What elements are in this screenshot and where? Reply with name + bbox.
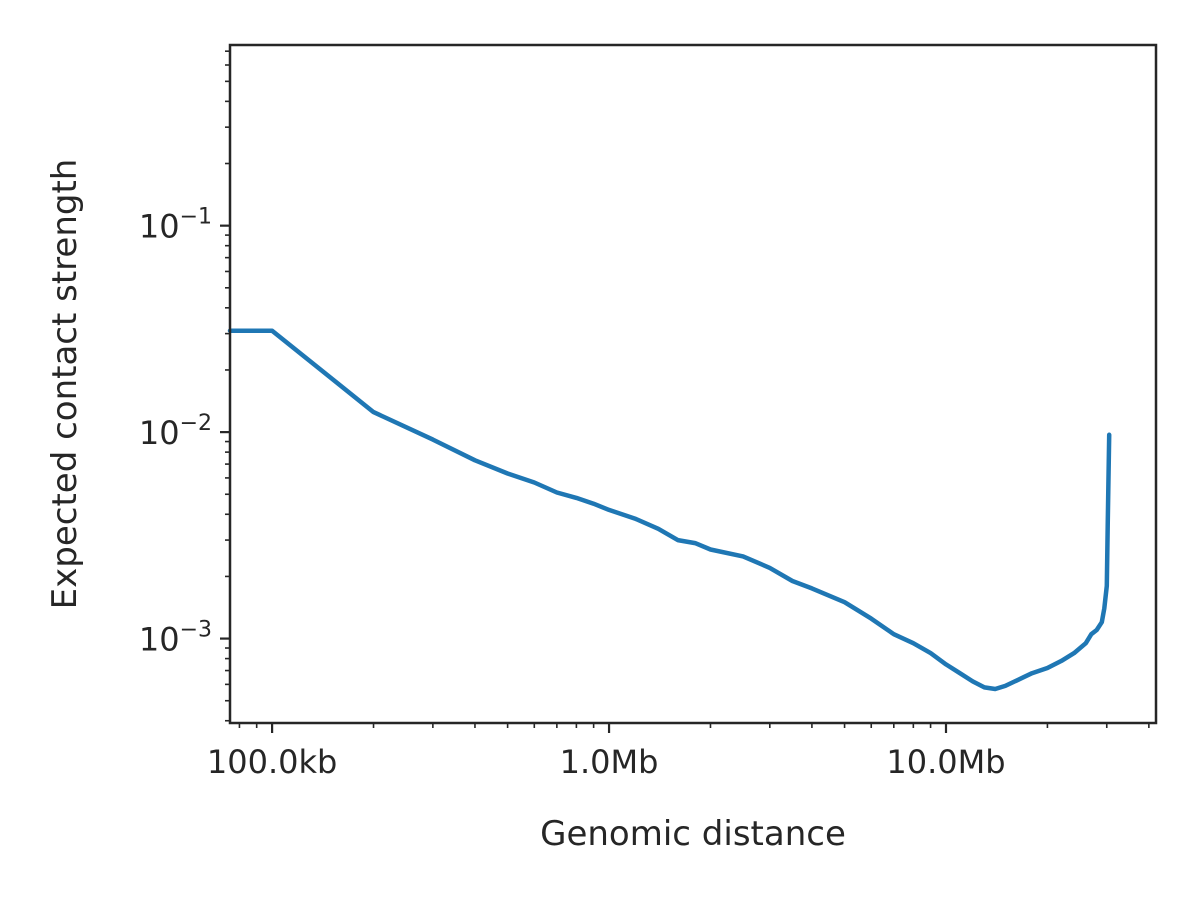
- series-line-0: [227, 328, 1112, 692]
- x-axis-title: Genomic distance: [540, 814, 846, 854]
- y-axis-tick-labels: 10−3 10−2 10−1: [139, 205, 212, 659]
- y-tick-label: 10−3: [139, 618, 212, 659]
- x-axis-tick-labels: 100.0kb 1.0Mb 10.0Mb: [207, 743, 1006, 781]
- x-tick-label: 100.0kb: [207, 743, 337, 781]
- x-tick-label: 10.0Mb: [886, 743, 1005, 781]
- y-axis-ticks: [220, 50, 230, 722]
- x-tick-label: 1.0Mb: [560, 743, 659, 781]
- series-group: [227, 328, 1112, 692]
- x-axis-ticks: [238, 723, 1150, 733]
- y-tick-label: 10−2: [139, 411, 212, 452]
- plot-frame: [228, 43, 1158, 725]
- y-axis-title: Expected contact strength: [45, 159, 85, 610]
- y-tick-label: 10−1: [139, 205, 212, 246]
